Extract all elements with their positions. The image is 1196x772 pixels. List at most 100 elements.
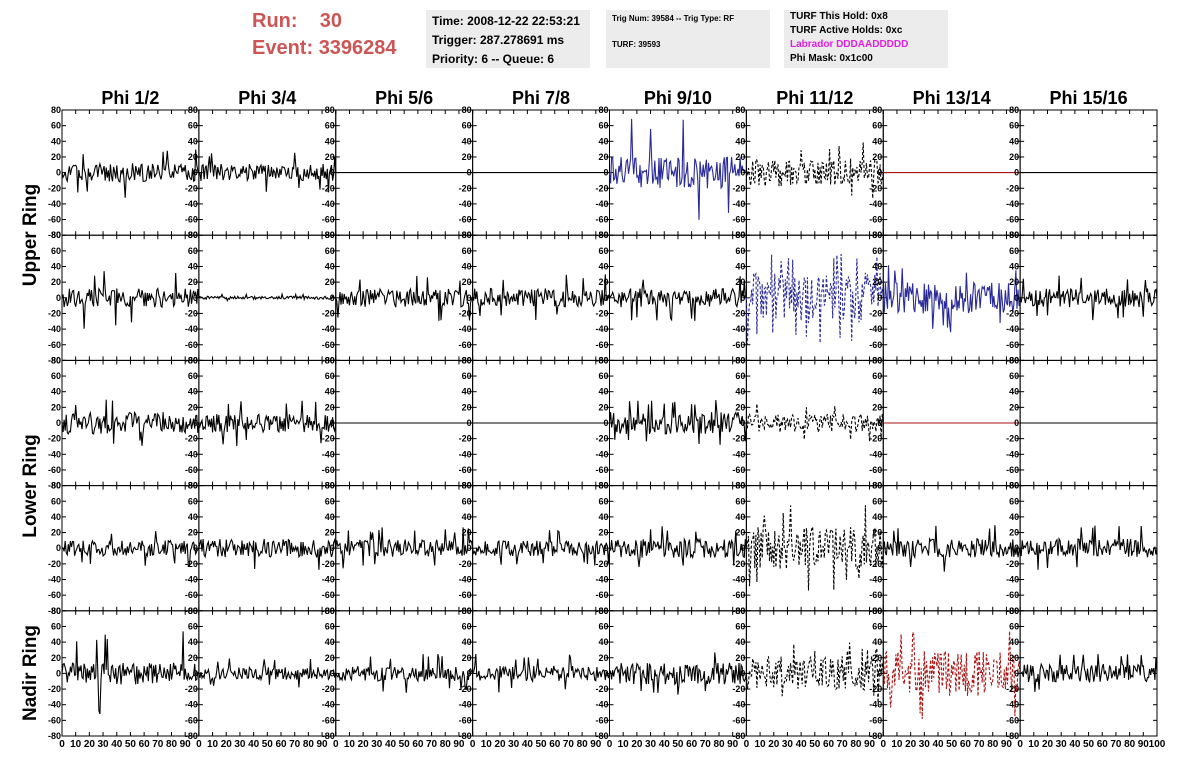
y-tick-label: 0: [603, 668, 608, 678]
x-tick-label: 0: [196, 739, 202, 750]
time-text: Time: 2008-12-22 22:53:21: [432, 14, 580, 28]
y-tick-label: -60: [732, 465, 745, 475]
y-tick-label: -40: [48, 575, 61, 585]
y-tick-label: 60: [872, 121, 882, 131]
x-tick-label: 30: [1056, 739, 1068, 750]
y-tick-label: -20: [185, 559, 198, 569]
y-tick-label: -40: [322, 575, 335, 585]
event-label: Event:: [252, 37, 314, 59]
x-tick-label: 90: [590, 739, 602, 750]
x-tick-label: 70: [1110, 739, 1122, 750]
x-tick-label: 90: [727, 739, 739, 750]
y-tick-label: 0: [56, 418, 61, 428]
y-tick-label: -80: [595, 731, 608, 741]
y-tick-label: 40: [1009, 637, 1019, 647]
y-tick-label: 0: [740, 418, 745, 428]
y-tick-label: -20: [48, 434, 61, 444]
x-tick-label: 80: [987, 739, 999, 750]
y-tick-label: 80: [188, 230, 198, 240]
y-tick-label: 20: [735, 528, 745, 538]
y-tick-label: 40: [325, 136, 335, 146]
y-tick-label: 20: [51, 277, 61, 287]
x-tick-label: 60: [823, 739, 835, 750]
y-tick-label: -40: [1006, 700, 1019, 710]
y-tick-label: -80: [869, 731, 882, 741]
y-tick-label: 20: [462, 402, 472, 412]
y-tick-label: -60: [1006, 715, 1019, 725]
y-tick-label: 60: [462, 371, 472, 381]
panel-r4-c2: -80 -60 -40 -20 0 20 40 60 80: [322, 606, 474, 741]
x-tick-label: 40: [1069, 739, 1081, 750]
trig-info-box: Trig Num: 39584 -- Trig Type: RF TURF: 3…: [606, 10, 770, 68]
x-tick-label: 50: [536, 739, 548, 750]
y-tick-label: 40: [325, 387, 335, 397]
time-info-box: Time: 2008-12-22 22:53:21 Trigger: 287.2…: [426, 10, 590, 68]
y-tick-label: 60: [188, 246, 198, 256]
ring-label: Upper Ring: [20, 183, 41, 287]
y-tick-label: 60: [872, 246, 882, 256]
y-tick-label: 40: [598, 637, 608, 647]
y-tick-label: 0: [467, 293, 472, 303]
x-tick-label: 0: [744, 739, 750, 750]
y-tick-label: 80: [462, 481, 472, 491]
y-tick-label: 40: [188, 262, 198, 272]
y-tick-label: 20: [598, 653, 608, 663]
x-tick-label: 70: [289, 739, 301, 750]
y-tick-label: -60: [869, 465, 882, 475]
y-tick-label: -60: [869, 715, 882, 725]
y-tick-label: -20: [732, 183, 745, 193]
y-tick-label: 40: [51, 262, 61, 272]
waveform-trace: [198, 400, 337, 447]
x-tick-label: 40: [248, 739, 260, 750]
y-tick-label: 60: [872, 496, 882, 506]
y-tick-label: 60: [51, 371, 61, 381]
x-tick-label: 10: [1028, 739, 1040, 750]
y-tick-label: -40: [322, 449, 335, 459]
x-tick-label: 60: [275, 739, 287, 750]
y-tick-label: -60: [1006, 215, 1019, 225]
x-tick-label: 80: [577, 739, 589, 750]
y-tick-label: 0: [1014, 543, 1019, 553]
y-tick-label: 20: [735, 402, 745, 412]
x-tick-label: 30: [782, 739, 794, 750]
x-tick-label: 70: [974, 739, 986, 750]
y-tick-label: 60: [51, 496, 61, 506]
y-tick-label: 20: [872, 402, 882, 412]
waveform-trace: [198, 658, 337, 688]
y-tick-label: 80: [462, 606, 472, 616]
y-tick-label: -20: [595, 183, 608, 193]
y-tick-label: -80: [48, 731, 61, 741]
y-tick-label: 0: [56, 168, 61, 178]
y-tick-label: -40: [185, 324, 198, 334]
y-tick-label: 80: [872, 355, 882, 365]
y-tick-label: 20: [598, 152, 608, 162]
y-tick-label: 0: [330, 668, 335, 678]
y-tick-label: 60: [1009, 371, 1019, 381]
y-tick-label: -20: [459, 559, 472, 569]
y-tick-label: -40: [48, 199, 61, 209]
y-tick-label: 0: [193, 418, 198, 428]
y-tick-label: 80: [1009, 606, 1019, 616]
y-tick-label: -20: [185, 308, 198, 318]
y-tick-label: 60: [188, 496, 198, 506]
y-tick-label: 80: [598, 105, 608, 115]
y-tick-label: 0: [877, 668, 882, 678]
y-tick-label: -20: [322, 684, 335, 694]
x-tick-label: 10: [207, 739, 219, 750]
y-tick-label: 40: [51, 387, 61, 397]
y-tick-label: -40: [1006, 199, 1019, 209]
x-tick-label: 20: [494, 739, 506, 750]
waveform-trace: [198, 152, 337, 193]
y-tick-label: 0: [877, 293, 882, 303]
y-tick-label: -80: [185, 731, 198, 741]
y-tick-label: 0: [877, 168, 882, 178]
y-tick-label: 20: [872, 528, 882, 538]
y-tick-label: 60: [462, 246, 472, 256]
y-tick-label: -80: [1006, 731, 1019, 741]
